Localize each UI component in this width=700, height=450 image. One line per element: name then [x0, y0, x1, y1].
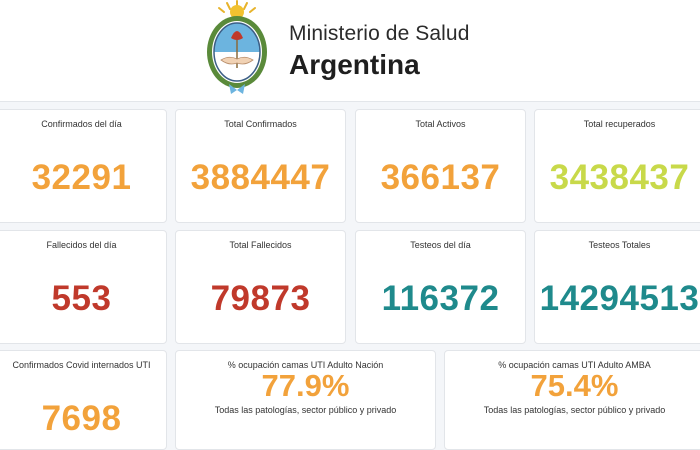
card-value: 14294513	[539, 279, 700, 318]
card-value: 75.4%	[530, 368, 619, 403]
card-label: Total Confirmados	[224, 119, 297, 129]
card-label: Total Activos	[415, 119, 466, 129]
argentina-coat-of-arms-icon	[207, 0, 267, 94]
card-label: Total Fallecidos	[229, 240, 292, 250]
card-label: Testeos Totales	[588, 240, 651, 250]
card-note: Todas las patologías, sector público y p…	[483, 405, 666, 415]
card-value: 3438437	[549, 158, 690, 197]
card-value: 77.9%	[261, 368, 350, 403]
card-value: 79873	[210, 279, 311, 318]
card-testeos-totales: Testeos Totales 14294513	[534, 230, 700, 344]
card-ocupacion-amba: % ocupación camas UTI Adulto AMBA 75.4% …	[444, 350, 700, 450]
card-confirmados-dia: Confirmados del día 32291	[0, 109, 167, 223]
header: Ministerio de Salud Argentina	[0, 0, 700, 102]
card-value: 553	[51, 279, 112, 318]
card-label: Fallecidos del día	[46, 240, 117, 250]
ministry-name: Ministerio de Salud	[289, 22, 470, 45]
card-value: 7698	[41, 399, 122, 438]
card-label: % ocupación camas UTI Adulto Nación	[227, 360, 384, 370]
card-label: Confirmados Covid internados UTI	[12, 360, 151, 370]
card-label: Testeos del día	[410, 240, 471, 250]
card-label: Confirmados del día	[41, 119, 122, 129]
card-value: 32291	[31, 158, 132, 197]
card-total-fallecidos: Total Fallecidos 79873	[175, 230, 346, 344]
card-ocupacion-nacion: % ocupación camas UTI Adulto Nación 77.9…	[175, 350, 436, 450]
card-value: 3884447	[190, 158, 331, 197]
card-total-confirmados: Total Confirmados 3884447	[175, 109, 346, 223]
card-total-activos: Total Activos 366137	[355, 109, 526, 223]
card-note: Todas las patologías, sector público y p…	[214, 405, 397, 415]
card-fallecidos-dia: Fallecidos del día 553	[0, 230, 167, 344]
card-value: 366137	[380, 158, 501, 197]
country-name: Argentina	[289, 49, 420, 80]
card-testeos-dia: Testeos del día 116372	[355, 230, 526, 344]
card-internados-uti: Confirmados Covid internados UTI 7698	[0, 350, 167, 450]
card-value: 116372	[381, 279, 500, 318]
card-label: Total recuperados	[583, 119, 656, 129]
card-total-recuperados: Total recuperados 3438437	[534, 109, 700, 223]
card-label: % ocupación camas UTI Adulto AMBA	[498, 360, 651, 370]
